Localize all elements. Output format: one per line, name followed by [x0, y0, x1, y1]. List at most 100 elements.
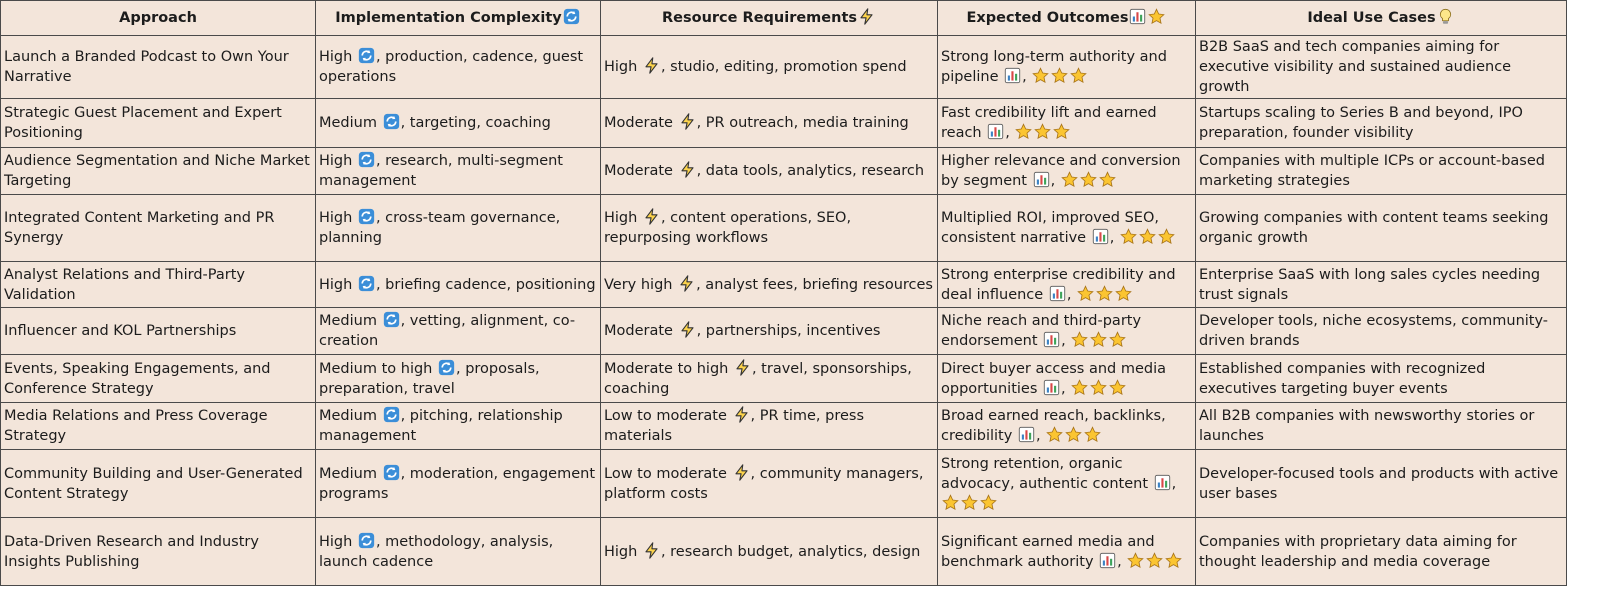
approach-text: Events, Speaking Engagements, and Confer…: [4, 360, 271, 397]
outcome-text: Direct buyer access and media opportunit…: [941, 360, 1167, 397]
outcome-text: Broad earned reach, backlinks, credibili…: [941, 408, 1166, 444]
icon-star: [1051, 67, 1069, 84]
icon-star: [1109, 378, 1127, 395]
row: Strategic Guest Placement and Expert Pos…: [0, 98, 1567, 148]
approach-cell: Integrated Content Marketing and PR Syne…: [0, 194, 316, 262]
complexity-cell: Medium , pitching, relationship manageme…: [315, 402, 601, 450]
resources-detail: , PR outreach, media training: [696, 115, 909, 131]
complexity-detail: , proposals, preparation, travel: [319, 360, 540, 397]
resources-level: High: [604, 543, 638, 560]
resources-detail: , analyst fees, briefing resources: [696, 276, 933, 293]
use-case-cell: Established companies with recognized ex…: [1195, 354, 1567, 403]
icon-cycle: [358, 151, 375, 168]
header-cell: Implementation Complexity: [315, 0, 601, 36]
outcome-cell: Direct buyer access and media opportunit…: [937, 354, 1196, 403]
icon-bolt: [645, 57, 658, 74]
resources-cell: Moderate , data tools, analytics, resear…: [600, 147, 938, 195]
icon-chart: [1018, 426, 1035, 443]
table: Approach Implementation Complexity Resourc…: [0, 0, 1567, 586]
use-case-text: Developer tools, niche ecosystems, commu…: [1199, 313, 1549, 349]
header-text: Resource Requirements: [661, 10, 858, 26]
icon-chart: [1092, 228, 1108, 245]
icon-star: [1015, 123, 1033, 140]
use-case-cell: B2B SaaS and tech companies aiming for e…: [1195, 35, 1567, 99]
complexity-detail: , targeting, coaching: [400, 115, 551, 131]
row: Data-Driven Research and Industry Insigh…: [0, 517, 1567, 586]
icon-star: [961, 493, 978, 510]
resources-level: Moderate: [604, 163, 673, 179]
complexity-cell: High , briefing cadence, positioning: [315, 261, 601, 308]
icon-star: [942, 493, 959, 510]
icon-star: [1096, 284, 1113, 301]
approach-cell: Launch a Branded Podcast to Own Your Nar…: [0, 35, 316, 99]
approach-cell: Analyst Relations and Third-Party Valida…: [0, 261, 316, 308]
resources-cell: Very high , analyst fees, briefing resou…: [600, 261, 938, 308]
outcome-text: Strong retention, organic advocacy, auth…: [941, 455, 1149, 492]
use-case-cell: Startups scaling to Series B and beyond,…: [1195, 98, 1567, 148]
complexity-cell: Medium , moderation, engagement programs: [315, 449, 601, 518]
outcome-sep: ,: [1061, 333, 1066, 349]
complexity-level: Medium to high: [319, 360, 433, 377]
icon-bolt: [681, 113, 694, 130]
resources-level: Low to moderate: [604, 408, 727, 424]
approach-text: Influencer and KOL Partnerships: [4, 323, 237, 339]
use-case-text: Startups scaling to Series B and beyond,…: [1199, 105, 1523, 141]
complexity-level: High: [319, 533, 353, 550]
approach-text: Strategic Guest Placement and Expert Pos…: [4, 105, 282, 141]
icon-bolt: [734, 463, 748, 481]
icon-chart: [1043, 379, 1060, 395]
use-case-cell: Companies with proprietary data aiming f…: [1195, 517, 1567, 586]
resources-level: Moderate to high: [604, 360, 729, 377]
icon-star: [1115, 284, 1132, 301]
header-cell: Ideal Use Cases: [1195, 0, 1567, 36]
approach-text: Launch a Branded Podcast to Own Your Nar…: [4, 49, 289, 85]
complexity-detail: , briefing cadence, positioning: [375, 276, 596, 293]
outcome-sep: ,: [1171, 475, 1177, 492]
resources-detail: , PR time, press materials: [604, 408, 865, 444]
complexity-cell: Medium , targeting, coaching: [315, 98, 601, 148]
header-cell: Approach: [0, 0, 316, 36]
complexity-level: High: [319, 153, 353, 169]
header-text: Ideal Use Cases: [1307, 10, 1436, 26]
icon-star: [1065, 426, 1082, 443]
resources-cell: High , content operations, SEO, repurpos…: [600, 194, 938, 262]
approach-cell: Audience Segmentation and Niche Market T…: [0, 147, 316, 195]
outcome-sep: ,: [1117, 553, 1122, 570]
row: Audience Segmentation and Niche Market T…: [0, 147, 1567, 195]
outcome-cell: Broad earned reach, backlinks, credibili…: [937, 402, 1196, 450]
outcome-cell: Niche reach and third-party endorsement …: [937, 307, 1196, 355]
use-case-cell: Companies with multiple ICPs or account-…: [1195, 147, 1567, 195]
approach-cell: Data-Driven Research and Industry Insigh…: [0, 517, 316, 586]
icon-bolt: [736, 358, 749, 376]
complexity-cell: High , methodology, analysis, launch cad…: [315, 517, 601, 586]
icon-star: [980, 493, 997, 510]
outcome-sep: ,: [1005, 125, 1010, 141]
use-case-cell: Growing companies with content teams see…: [1195, 194, 1567, 262]
resources-level: High: [604, 59, 638, 75]
row: Launch a Branded Podcast to Own Your Nar…: [0, 35, 1567, 99]
icon-star: [1032, 67, 1050, 84]
use-case-text: Developer-focused tools and products wit…: [1199, 465, 1559, 502]
resources-detail: , research budget, analytics, design: [660, 543, 921, 560]
approach-cell: Events, Speaking Engagements, and Confer…: [0, 354, 316, 403]
approach-text: Integrated Content Marketing and PR Syne…: [4, 210, 275, 246]
complexity-level: Medium: [319, 115, 377, 131]
use-case-text: All B2B companies with newsworthy storie…: [1199, 408, 1535, 444]
header-cell: Resource Requirements: [600, 0, 938, 36]
icon-bolt: [681, 161, 694, 178]
resources-cell: Moderate , partnerships, incentives: [600, 307, 938, 355]
icon-bolt: [645, 541, 658, 559]
resources-level: High: [604, 210, 638, 226]
icon-chart: [988, 123, 1004, 140]
outcome-text: Significant earned media and benchmark a…: [941, 533, 1155, 570]
complexity-level: High: [319, 210, 353, 226]
header-text: Expected Outcomes: [966, 10, 1129, 26]
icon-star: [1084, 426, 1101, 443]
outcome-text: Strong long-term authority and pipeline: [941, 49, 1167, 85]
approach-text: Community Building and User-Generated Co…: [4, 465, 303, 502]
approach-text: Data-Driven Research and Industry Insigh…: [4, 533, 259, 570]
icon-chart: [1154, 474, 1170, 490]
header-text: Implementation Complexity: [335, 10, 562, 26]
resources-detail: , partnerships, incentives: [696, 323, 881, 339]
icon-chart: [1100, 552, 1116, 568]
